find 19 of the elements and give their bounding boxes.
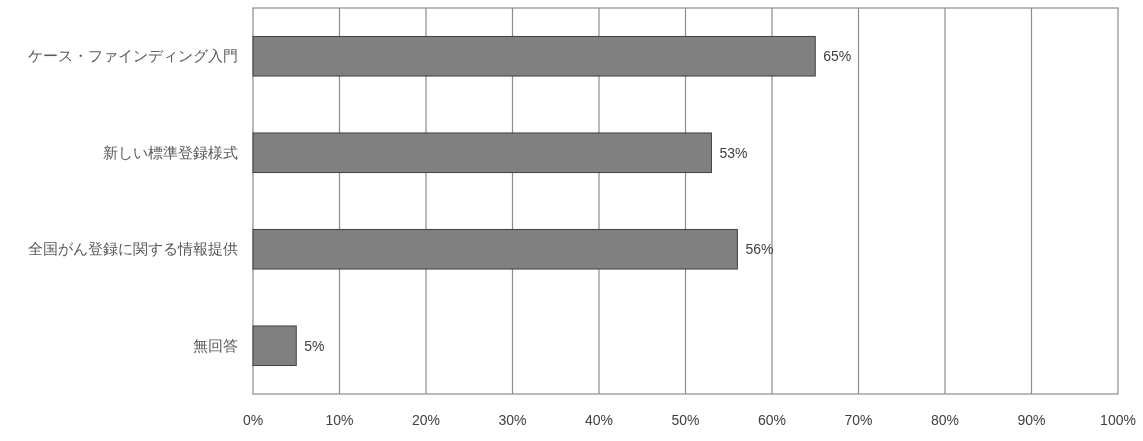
data-label: 56% [745,241,774,258]
x-tick-label: 40% [585,412,613,428]
y-tick-label: 無回答 [193,336,238,354]
x-tick-label: 30% [498,412,527,428]
x-tick-label: 100% [1100,412,1136,428]
y-tick-label: 全国がん登録に関する情報提供 [28,240,238,258]
x-tick-label: 60% [758,412,786,428]
y-tick-label: ケース・ファインディング入門 [28,47,238,65]
x-tick-label: 70% [844,412,873,428]
x-tick-label: 50% [671,412,700,428]
data-label: 65% [823,48,852,65]
data-label: 5% [304,337,325,354]
x-tick-label: 80% [931,412,959,428]
x-tick-label: 90% [1017,412,1046,428]
y-tick-label: 新しい標準登録様式 [103,143,238,161]
x-tick-label: 10% [325,412,354,428]
x-tick-label: 20% [412,412,440,428]
x-tick-label: 0% [242,412,264,428]
data-label: 53% [719,144,748,161]
